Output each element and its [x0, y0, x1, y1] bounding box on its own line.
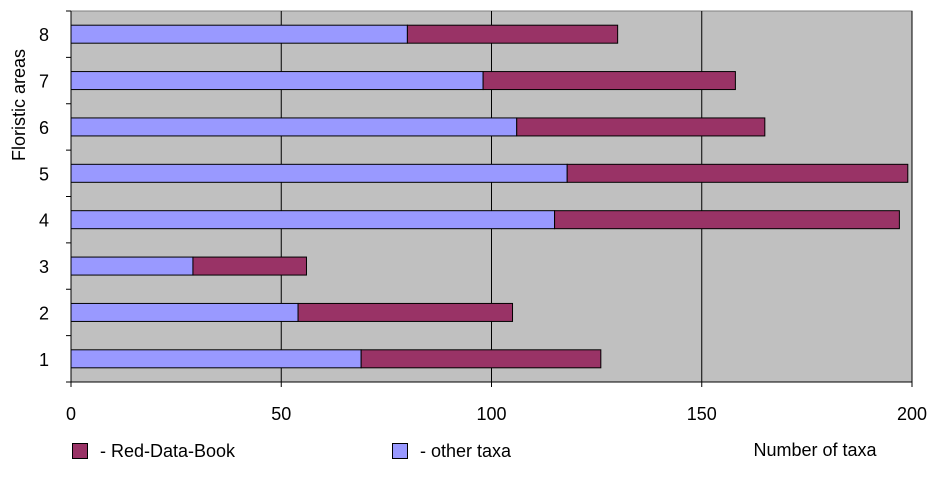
y-tick-label-7: 7 — [39, 72, 49, 92]
bars — [70, 24, 909, 369]
bar-area-8-series-1 — [70, 24, 408, 44]
y-axis-title: Floristic areas — [9, 49, 29, 161]
x-tick-label-0: 0 — [66, 404, 76, 424]
red-data-book-swatch — [72, 443, 88, 459]
x-axis-title: Number of taxa — [753, 440, 877, 460]
x-tick-label-100: 100 — [476, 404, 506, 424]
axes — [66, 10, 913, 387]
y-tick-label-5: 5 — [39, 164, 49, 184]
y-tick-label-8: 8 — [39, 25, 49, 45]
bar-area-6-series-1 — [70, 117, 518, 137]
y-tick-label-2: 2 — [39, 303, 49, 323]
bar-area-1-series-1 — [70, 349, 362, 369]
bar-area-5-series-1 — [70, 163, 568, 183]
bar-area-4-series-2 — [554, 210, 900, 230]
y-tick-label-1: 1 — [39, 350, 49, 370]
other-taxa-label: - other taxa — [420, 440, 512, 461]
bar-area-6-series-2 — [516, 117, 766, 137]
bar-area-8-series-2 — [406, 24, 619, 44]
bar-area-2-series-1 — [70, 302, 299, 322]
bar-area-1-series-2 — [360, 349, 602, 369]
y-tick-labels: 1 2 3 4 5 6 7 8 — [39, 25, 49, 370]
x-tick-label-150: 150 — [687, 404, 717, 424]
bar-area-5-series-2 — [566, 163, 909, 183]
y-tick-label-3: 3 — [39, 257, 49, 277]
bar-area-7-series-1 — [70, 71, 484, 91]
x-tick-label-200: 200 — [897, 404, 927, 424]
legend-other-taxa: - other taxa — [392, 438, 511, 464]
x-tick-labels: 0 50 100 150 200 — [66, 404, 927, 424]
y-tick-label-6: 6 — [39, 118, 49, 138]
y-tick-label-4: 4 — [39, 211, 49, 231]
red-data-book-label: - Red-Data-Book — [100, 440, 236, 461]
bar-area-3-series-2 — [192, 256, 307, 276]
bar-area-7-series-2 — [482, 71, 736, 91]
x-tick-label-50: 50 — [271, 404, 291, 424]
bar-area-2-series-2 — [297, 302, 514, 322]
other-taxa-swatch — [392, 443, 408, 459]
bar-area-4-series-1 — [70, 210, 556, 230]
bar-area-3-series-1 — [70, 256, 194, 276]
legend-red-data-book: - Red-Data-Book — [72, 438, 235, 464]
